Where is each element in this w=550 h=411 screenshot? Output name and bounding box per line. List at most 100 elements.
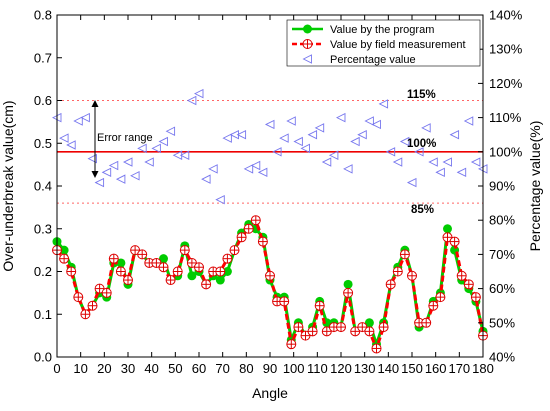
error-range-arrow-up <box>91 100 99 107</box>
percentage-point <box>328 150 339 160</box>
percentage-point <box>186 95 197 106</box>
percentage-point <box>144 157 154 167</box>
percentage-point <box>87 153 97 164</box>
y-tick-label: 0.3 <box>34 221 52 236</box>
percentage-point <box>300 143 310 154</box>
percentage-point <box>59 133 69 143</box>
error-range-arrow-down <box>91 171 99 178</box>
y2-tick-label: 70% <box>489 247 515 262</box>
ticks-layer: 0 10 20 30 40 50 60 70 80 90 100 110 120 130 140 150 160… <box>34 8 523 377</box>
y-tick-label: 0.8 <box>34 8 52 23</box>
legend-item-percentage: Percentage value <box>302 54 416 66</box>
y-tick-label: 0.1 <box>34 307 52 322</box>
program-point <box>222 267 232 276</box>
legend-swatch-program-marker <box>303 24 312 34</box>
x-tick-label: 70 <box>215 361 229 376</box>
percentage-point <box>442 157 452 167</box>
percentage-point <box>406 177 417 188</box>
x-tick-label: 30 <box>121 361 135 376</box>
percentage-point <box>286 116 296 126</box>
x-axis-title: Angle <box>252 385 288 401</box>
x-tick-label: 180 <box>472 361 494 376</box>
program-point <box>187 271 197 281</box>
percentage-point <box>399 136 410 147</box>
y2-tick-label: 40% <box>489 350 515 365</box>
y2-tick-label: 50% <box>489 315 515 330</box>
percentage-point <box>350 136 360 147</box>
program-point <box>215 275 225 285</box>
legend-item-program: Value by the program <box>292 24 434 36</box>
percentage-point <box>101 167 112 178</box>
y-tick-label: 0.2 <box>34 264 52 279</box>
x-tick-label: 10 <box>73 361 87 376</box>
percentage-point <box>272 147 282 157</box>
percentage-point <box>236 129 247 140</box>
x-tick-label: 60 <box>192 361 206 376</box>
percentage-point <box>470 157 481 167</box>
y-tick-label: 0.5 <box>34 136 52 151</box>
y-tick-label: 0.7 <box>34 50 52 65</box>
y2-tick-label: 80% <box>489 213 515 228</box>
ref-label-115: 115% <box>407 89 436 101</box>
y2-axis-title: Percentage value(%) <box>527 121 543 252</box>
legend-item-field: Value by field measurement <box>292 39 466 51</box>
percentage-point <box>243 164 254 174</box>
y2-tick-label: 130% <box>489 42 523 57</box>
percentage-point <box>122 157 133 167</box>
x-tick-label: 120 <box>330 361 352 376</box>
percentage-point <box>215 194 225 205</box>
program-point <box>443 224 452 234</box>
percentage-point <box>80 112 90 123</box>
error-range-label: Error range <box>97 132 153 144</box>
percentage-point <box>115 174 126 184</box>
percentage-point <box>371 119 381 130</box>
percentage-point <box>222 133 232 143</box>
ref-label-85: 85% <box>411 204 434 216</box>
x-tick-label: 0 <box>53 361 60 376</box>
ref-label-100: 100% <box>407 138 436 150</box>
percentage-point <box>257 167 268 178</box>
percentage-point <box>364 116 374 126</box>
percentage-point <box>158 136 168 147</box>
percentage-point <box>392 157 403 167</box>
y2-tick-label: 90% <box>489 179 515 194</box>
x-tick-label: 90 <box>263 361 277 376</box>
reference-lines <box>57 100 483 204</box>
percentage-point <box>137 143 147 154</box>
percentage-point <box>208 164 218 174</box>
y-tick-label: 0.0 <box>34 350 52 365</box>
percentage-point <box>456 167 467 178</box>
program-point <box>364 318 374 328</box>
x-tick-label: 20 <box>97 361 111 376</box>
x-tick-label: 140 <box>377 361 399 376</box>
percentage-point <box>435 167 445 178</box>
percentage-point <box>264 119 275 130</box>
percentage-point <box>130 171 140 181</box>
legend-swatch-percentage-marker <box>302 54 312 64</box>
y2-tick-label: 120% <box>489 76 523 91</box>
series-layer <box>51 88 488 354</box>
x-tick-label: 170 <box>448 361 470 376</box>
percentage-point <box>357 129 367 140</box>
percentage-point <box>108 160 119 171</box>
percentage-point <box>321 157 332 167</box>
program-point <box>116 258 126 268</box>
percentage-point <box>428 157 438 167</box>
percentage-point <box>307 129 318 140</box>
legend-label-percentage: Percentage value <box>330 54 416 66</box>
x-tick-label: 80 <box>239 361 253 376</box>
program-point <box>343 279 353 289</box>
x-tick-label: 110 <box>307 361 328 376</box>
percentage-point <box>378 99 389 109</box>
error-range-annotation: Error range <box>91 100 153 178</box>
percentage-point <box>179 150 190 160</box>
program-point <box>159 254 168 264</box>
program-point <box>59 245 69 255</box>
percentage-point <box>335 112 346 123</box>
y2-tick-label: 140% <box>489 8 523 23</box>
percentage-point <box>165 126 176 137</box>
percentage-point <box>250 160 261 171</box>
percentage-point <box>151 143 161 154</box>
